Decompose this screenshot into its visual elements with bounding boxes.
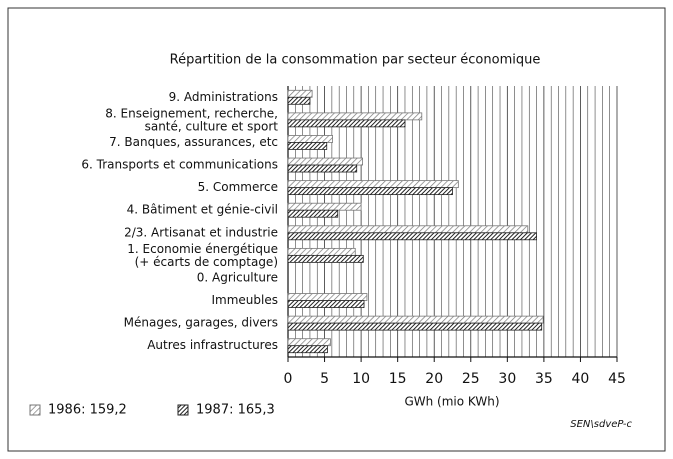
bar xyxy=(287,300,365,308)
bar xyxy=(287,322,543,331)
bar xyxy=(287,315,544,324)
bar xyxy=(287,187,453,196)
y-tick-label: Immeubles xyxy=(212,293,279,307)
x-tick-label: 0 xyxy=(284,371,293,387)
x-tick-label: 40 xyxy=(572,371,590,387)
bar xyxy=(287,247,356,256)
x-tick-label: 45 xyxy=(608,371,626,387)
annotation: SEN\sdveP-c xyxy=(570,419,632,430)
bar xyxy=(287,96,311,105)
bar xyxy=(287,135,333,143)
y-tick-label: 6. Transports et communications xyxy=(81,158,278,172)
bar xyxy=(287,232,537,241)
bar xyxy=(287,338,331,347)
y-tick-label: 4. Bâtiment et génie-civil xyxy=(127,203,278,217)
bar xyxy=(287,157,363,166)
y-tick-label: Ménages, garages, divers xyxy=(124,316,278,330)
bar xyxy=(287,89,313,98)
y-tick-label: 0. Agriculture xyxy=(197,270,278,284)
bar xyxy=(287,180,459,189)
bar xyxy=(287,164,358,173)
legend-swatch xyxy=(29,404,41,416)
x-tick-label: 25 xyxy=(462,371,480,387)
legend-label: 1986: 159,2 xyxy=(48,403,127,418)
x-tick-label: 5 xyxy=(320,371,329,387)
x-tick-label: 20 xyxy=(425,371,443,387)
x-tick-label: 30 xyxy=(498,371,516,387)
x-axis-label: GWh (mio KWh) xyxy=(404,395,499,409)
y-tick-label: 9. Administrations xyxy=(169,90,278,104)
chart-title: Répartition de la consommation par secte… xyxy=(170,53,541,68)
bar xyxy=(287,112,423,121)
legend-label: 1987: 165,3 xyxy=(196,403,275,418)
bar xyxy=(287,225,529,234)
y-tick-label: 7. Banques, assurances, etc xyxy=(109,135,278,149)
y-tick-label: Autres infrastructures xyxy=(147,338,278,352)
bar xyxy=(287,119,406,128)
y-tick-label: 8. Enseignement, recherche, santé, cultur… xyxy=(105,106,278,133)
frame xyxy=(7,7,666,452)
bar xyxy=(287,254,364,263)
x-tick-label: 35 xyxy=(535,371,553,387)
bar xyxy=(287,142,328,150)
y-tick-label: 1. Economie énergétique (+ écarts de comp… xyxy=(127,241,278,268)
x-tick-label: 15 xyxy=(389,371,407,387)
y-tick-label: 5. Commerce xyxy=(198,180,278,194)
x-tick-label: 10 xyxy=(352,371,370,387)
y-tick-label: 2/3. Artisanat et industrie xyxy=(124,225,278,239)
bar xyxy=(287,345,328,354)
bar xyxy=(287,293,368,301)
bar xyxy=(287,202,362,211)
bar xyxy=(287,209,339,218)
legend-swatch xyxy=(177,404,189,416)
